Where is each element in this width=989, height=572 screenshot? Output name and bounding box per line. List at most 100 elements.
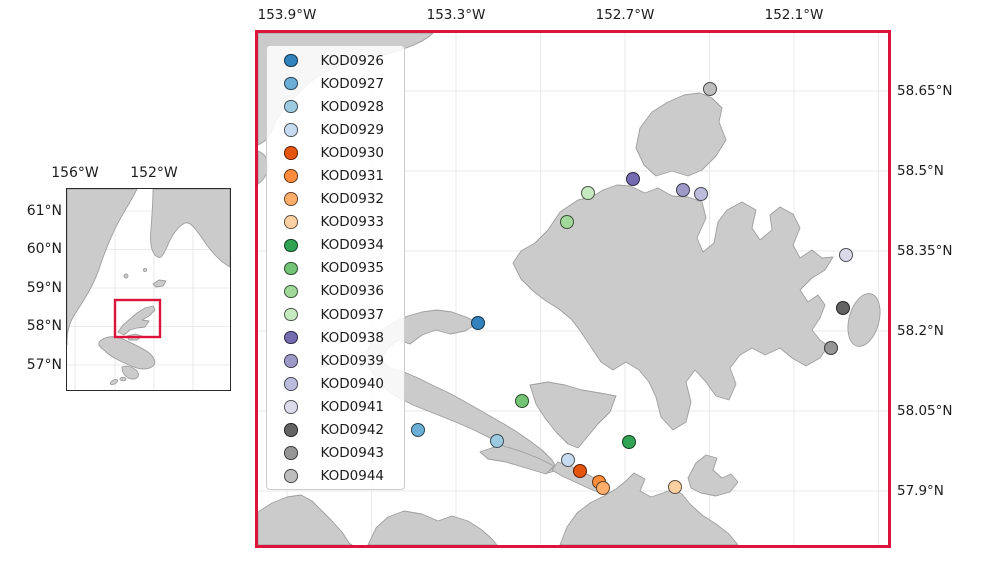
legend-label: KOD0936 [320, 283, 385, 300]
legend-item-KOD0938: KOD0938 [267, 326, 404, 349]
legend-label: KOD0927 [320, 75, 385, 92]
land-inset-islet-2 [119, 376, 127, 382]
land-shuyak-island [635, 92, 727, 177]
legend-item-KOD0929: KOD0929 [267, 118, 404, 141]
legend: KOD0926 KOD0927 KOD0928 KOD0929 KOD0930 … [266, 45, 405, 490]
main-land [258, 33, 881, 545]
inset-latitude-tick-label: 60°N [26, 241, 62, 257]
longitude-tick-label: 153.3°W [426, 7, 486, 23]
legend-label: KOD0937 [320, 306, 385, 323]
longitude-tick-label: 152.1°W [764, 7, 824, 23]
legend-marker-icon [284, 261, 298, 276]
legend-label: KOD0940 [320, 375, 385, 392]
legend-label: KOD0939 [320, 352, 385, 369]
land-bottom-center-mass [559, 472, 739, 545]
land-marmot-island [847, 293, 881, 347]
legend-item-KOD0940: KOD0940 [267, 372, 404, 395]
legend-marker-icon [284, 99, 298, 114]
legend-item-KOD0944: KOD0944 [267, 465, 404, 488]
inset-land [67, 189, 230, 386]
land-whale-island [479, 444, 555, 475]
legend-label: KOD0935 [320, 260, 385, 277]
station-dot-KOD0944 [703, 82, 717, 96]
station-dot-KOD0930 [573, 464, 587, 478]
inset-latitude-tick-label: 59°N [26, 280, 62, 296]
land-kodiak-inset [98, 336, 156, 370]
station-dot-KOD0937 [581, 186, 595, 200]
land-kenai-peninsula [150, 189, 230, 268]
legend-item-KOD0937: KOD0937 [267, 303, 404, 326]
latitude-tick-label: 58.5°N [897, 163, 944, 179]
legend-item-KOD0942: KOD0942 [267, 419, 404, 442]
station-dot-KOD0936 [560, 215, 574, 229]
legend-marker-icon [284, 284, 298, 299]
legend-marker-icon [284, 146, 298, 160]
station-dot-KOD0943 [824, 341, 838, 355]
latitude-tick-label: 58.2°N [897, 323, 944, 339]
legend-item-KOD0933: KOD0933 [267, 211, 404, 234]
land-bottom-left-mass [258, 494, 353, 545]
land-afognak-island [512, 184, 834, 431]
station-dot-KOD0926 [471, 316, 485, 330]
land-chiniak-islets [687, 454, 739, 497]
inset-extent-rect [113, 298, 162, 339]
legend-label: KOD0933 [320, 214, 385, 231]
legend-marker-icon [284, 192, 298, 206]
legend-marker-icon [284, 123, 298, 137]
legend-label: KOD0931 [320, 168, 385, 185]
legend-label: KOD0932 [320, 191, 385, 208]
legend-marker-icon [284, 238, 298, 253]
legend-item-KOD0928: KOD0928 [267, 95, 404, 118]
legend-item-KOD0926: KOD0926 [267, 49, 404, 72]
inset-longitude-tick-label: 156°W [51, 165, 99, 181]
legend-label: KOD0938 [320, 329, 385, 346]
station-dot-KOD0929 [561, 453, 575, 467]
legend-marker-icon [284, 169, 298, 183]
land-bottom-mass-2 [367, 510, 498, 545]
longitude-tick-label: 152.7°W [595, 7, 655, 23]
legend-item-KOD0935: KOD0935 [267, 257, 404, 280]
longitude-tick-label: 153.9°W [257, 7, 317, 23]
legend-label: KOD0943 [320, 445, 385, 462]
legend-marker-icon [284, 76, 298, 91]
latitude-tick-label: 57.9°N [897, 483, 944, 499]
legend-marker-icon [284, 307, 298, 322]
legend-label: KOD0941 [320, 398, 385, 415]
land-inset-islet-5 [123, 273, 129, 279]
station-dot-KOD0940 [694, 187, 708, 201]
legend-label: KOD0926 [320, 52, 385, 69]
station-dot-KOD0935 [515, 394, 529, 408]
inset-latitude-tick-label: 58°N [26, 318, 62, 334]
legend-marker-icon [284, 446, 298, 460]
legend-marker-icon [284, 400, 298, 414]
legend-item-KOD0936: KOD0936 [267, 280, 404, 303]
latitude-tick-label: 58.65°N [897, 83, 953, 99]
station-dot-KOD0938 [626, 172, 640, 186]
inset-longitude-tick-label: 152°W [130, 165, 178, 181]
station-dot-KOD0928 [490, 434, 504, 448]
legend-label: KOD0934 [320, 237, 385, 254]
legend-item-KOD0932: KOD0932 [267, 188, 404, 211]
legend-item-KOD0941: KOD0941 [267, 395, 404, 418]
land-inset-islet-1 [109, 378, 119, 386]
legend-item-KOD0934: KOD0934 [267, 234, 404, 257]
legend-marker-icon [284, 330, 298, 345]
land-kodiak-inset-lobe [121, 365, 139, 380]
legend-marker-icon [284, 53, 298, 68]
legend-label: KOD0930 [320, 144, 385, 161]
inset-map [67, 189, 230, 390]
legend-marker-icon [284, 215, 298, 229]
legend-item-KOD0943: KOD0943 [267, 442, 404, 465]
land-alaska-mainland [67, 189, 138, 346]
inset-latitude-tick-label: 61°N [26, 203, 62, 219]
legend-item-KOD0927: KOD0927 [267, 72, 404, 95]
legend-label: KOD0928 [320, 98, 385, 115]
latitude-tick-label: 58.35°N [897, 243, 953, 259]
station-dot-KOD0939 [676, 183, 690, 197]
legend-label: KOD0942 [320, 422, 385, 439]
legend-item-KOD0931: KOD0931 [267, 164, 404, 187]
legend-marker-icon [284, 469, 298, 483]
station-dot-KOD0942 [836, 301, 850, 315]
land-inset-islet-3 [152, 279, 167, 288]
